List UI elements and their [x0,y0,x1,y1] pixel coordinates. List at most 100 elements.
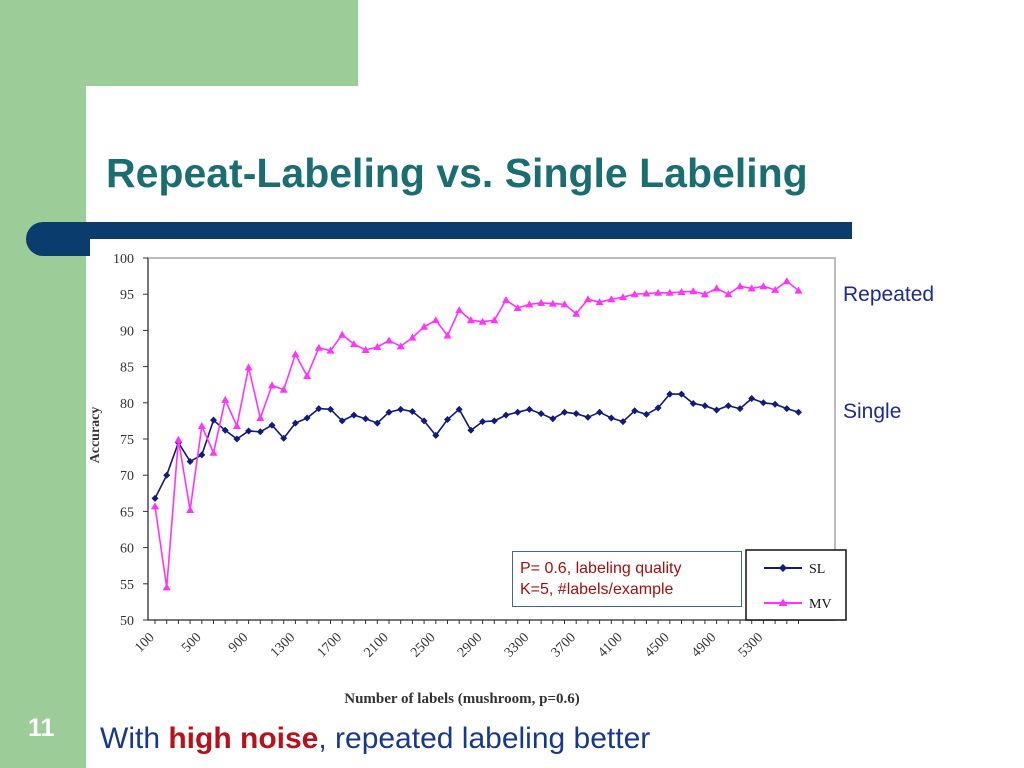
background-left-band [0,0,86,768]
title-divider-bar [70,222,852,239]
note-line-2: K=5, #labels/example [520,581,674,598]
data-point-sl [654,404,662,412]
data-point-sl [561,408,568,416]
series-mv [151,277,803,591]
data-point-sl [280,434,288,442]
conclusion-suffix: , repeated labeling better [318,722,651,755]
data-point-sl [210,416,217,424]
data-point-mv [712,284,721,292]
data-point-mv [244,363,253,371]
data-point-sl [327,405,334,413]
data-point-sl [596,408,604,416]
data-point-mv [572,309,581,317]
data-point-mv [771,285,780,293]
data-point-sl [163,471,171,479]
data-point-mv [513,303,522,311]
data-point-sl [584,413,592,421]
series-layer [151,277,803,591]
data-point-mv [279,385,288,393]
data-point-mv [595,298,604,306]
data-point-sl [631,407,639,415]
data-point-sl [291,419,299,427]
repeated-series-label: Repeated [843,283,935,306]
legend-mv-label: MV [809,597,832,612]
data-point-sl [514,408,522,416]
data-point-sl [572,410,580,418]
data-point-mv [268,381,276,389]
y-tick-label: 95 [120,288,134,303]
data-point-mv [502,295,510,303]
data-point-mv [583,295,592,303]
data-point-sl [151,494,159,502]
data-point-mv [794,286,803,294]
data-point-sl [666,390,674,398]
data-point-sl [736,405,744,413]
data-point-mv [151,502,159,510]
data-point-sl [268,421,276,429]
data-point-mv [537,298,546,306]
data-point-sl [362,415,370,423]
legend-sl-label: SL [809,562,825,577]
data-point-mv [560,300,569,308]
data-point-mv [548,299,557,307]
data-point-mv [747,284,756,292]
data-point-mv [665,288,674,296]
data-point-sl [408,407,416,415]
y-axis-ticks: 50 55 60 65 70 75 80 85 90 95 100 [113,252,148,629]
data-point-sl [619,418,627,426]
series-sl [151,390,802,502]
conclusion-prefix: With [100,722,169,755]
data-point-mv [455,306,464,314]
legend-mv-marker [778,598,788,606]
y-tick-label: 75 [120,433,134,448]
data-point-sl [315,405,323,413]
data-point-mv [385,336,393,344]
data-point-sl [467,426,475,434]
y-tick-label: 90 [120,324,134,339]
data-point-mv [232,421,241,429]
x-axis-title: Number of labels (mushroom, p=0.6) [344,691,580,707]
data-point-sl [245,427,253,435]
data-point-mv [303,372,312,380]
data-point-sl [256,428,264,436]
single-series-label: Single [843,400,902,423]
data-point-mv [759,282,768,290]
data-point-mv [642,289,651,297]
data-point-mv [700,290,709,298]
data-point-mv [654,288,663,296]
data-point-mv [197,421,206,429]
data-point-mv [782,277,791,285]
data-point-sl [701,402,709,410]
y-tick-label: 100 [113,252,134,267]
data-point-mv [338,330,347,338]
data-point-sl [771,400,779,408]
data-point-mv [408,333,417,341]
data-point-sl [233,435,241,443]
data-point-sl [479,418,487,426]
chart-legend: SL MV [745,549,847,621]
data-point-sl [198,451,206,459]
data-point-sl [221,426,229,434]
data-point-sl [373,419,381,427]
data-point-mv [420,322,429,330]
y-tick-label: 55 [120,578,134,593]
data-point-mv [373,343,382,351]
data-point-sl [795,408,802,416]
data-point-mv [724,290,733,298]
data-point-sl [642,410,650,418]
data-point-mv [607,295,616,303]
data-point-sl [490,417,498,425]
data-point-mv [291,350,300,358]
parameter-note-box: P= 0.6, labeling quality K=5, #labels/ex… [512,551,742,607]
data-point-mv [349,340,358,348]
data-point-mv [221,395,230,403]
slide-title: Repeat-Labeling vs. Single Labeling [106,150,808,196]
data-point-mv [525,300,534,308]
data-point-mv [326,346,335,354]
data-point-mv [443,331,452,339]
data-point-sl [783,405,791,413]
y-axis-title: Accuracy [88,407,103,464]
data-point-sl [607,414,615,422]
data-point-mv [162,583,171,591]
